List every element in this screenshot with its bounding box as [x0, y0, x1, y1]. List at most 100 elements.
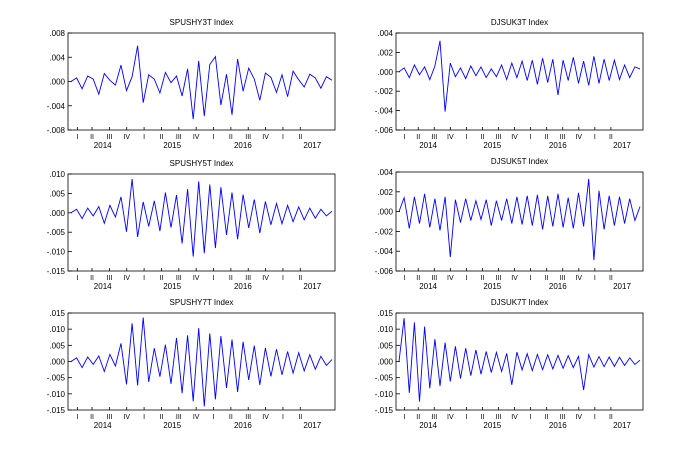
y-tick-label: .010: [49, 325, 65, 334]
y-tick-label: .000: [49, 358, 65, 367]
quarter-label: III: [106, 414, 112, 421]
quarter-label: III: [106, 134, 112, 141]
year-label: 2015: [163, 141, 181, 150]
quarter-label: II: [416, 414, 420, 421]
series-line: [70, 317, 333, 407]
quarter-label: I: [404, 134, 406, 141]
quarter-label: II: [160, 134, 164, 141]
quarter-label: IV: [511, 414, 518, 421]
quarter-label: II: [609, 414, 613, 421]
year-label: 2014: [94, 421, 112, 430]
quarter-label: III: [431, 134, 437, 141]
y-tick-label: .000: [49, 78, 65, 87]
quarter-label: I: [465, 414, 467, 421]
quarter-label: II: [481, 275, 485, 282]
y-tick-label: -.005: [47, 374, 66, 383]
y-tick-label: .005: [377, 341, 393, 350]
quarter-label: I: [143, 275, 145, 282]
quarter-label: I: [594, 134, 596, 141]
quarter-label: III: [245, 134, 251, 141]
quarter-label: I: [213, 414, 215, 421]
y-tick-label: .000: [377, 208, 393, 217]
quarter-label: IV: [511, 134, 518, 141]
quarter-label: II: [481, 134, 485, 141]
y-tick-label: -.010: [47, 248, 66, 257]
series-line: [398, 178, 641, 261]
quarter-label: II: [229, 275, 233, 282]
y-tick-label: -.015: [47, 267, 66, 276]
y-tick-label: .010: [49, 170, 65, 179]
quarter-label: III: [431, 414, 437, 421]
quarter-label: IV: [447, 414, 454, 421]
chart-panel-4: DJSUK5T Index -.006 -.004 -.002 .000 .002 .004…: [375, 157, 644, 291]
quarter-label: III: [560, 275, 566, 282]
quarter-label: I: [465, 134, 467, 141]
year-label: 2017: [613, 282, 631, 291]
chart-panel-5: SPUSHY7T Index -.015 -.010 -.005 .000 .005 .01…: [47, 298, 336, 430]
year-label: 2014: [419, 421, 437, 430]
quarter-label: II: [609, 275, 613, 282]
quarter-label: II: [298, 134, 302, 141]
y-tick-label: -.005: [47, 228, 66, 237]
quarter-label: III: [560, 414, 566, 421]
quarter-label: II: [298, 414, 302, 421]
y-tick-label: -.004: [375, 107, 394, 116]
series-line: [70, 45, 333, 120]
chart-title: DJSUK3T Index: [491, 18, 548, 27]
y-tick-label: .005: [49, 189, 65, 198]
quarter-label: II: [416, 275, 420, 282]
quarter-label: I: [76, 275, 78, 282]
chart-panel-2: DJSUK3T Index -.006 -.004 -.002 .000 .002 .004…: [375, 18, 644, 150]
quarter-label: II: [90, 275, 94, 282]
year-label: 2014: [419, 282, 437, 291]
quarter-label: III: [245, 414, 251, 421]
y-tick-label: .004: [377, 168, 393, 177]
y-tick-label: -.002: [375, 227, 394, 236]
quarter-label: IV: [447, 134, 454, 141]
quarter-label: III: [496, 134, 502, 141]
quarter-label: I: [594, 275, 596, 282]
year-label: 2014: [94, 282, 112, 291]
quarter-label: II: [229, 414, 233, 421]
series-line: [398, 40, 641, 112]
quarter-label: II: [481, 414, 485, 421]
quarter-label: III: [176, 414, 182, 421]
chart-title: DJSUK7T Index: [491, 298, 548, 307]
chart-panel-6: DJSUK7T Index -.015 -.010 -.005 .000 .005 .010…: [375, 298, 644, 430]
quarter-label: I: [465, 275, 467, 282]
year-label: 2017: [303, 421, 321, 430]
chart-title: DJSUK5T Index: [491, 157, 548, 166]
quarter-label: II: [160, 275, 164, 282]
quarter-label: I: [76, 414, 78, 421]
y-tick-label: .000: [377, 358, 393, 367]
quarter-label: I: [282, 275, 284, 282]
quarter-label: I: [213, 275, 215, 282]
quarter-label: II: [90, 414, 94, 421]
quarter-label: I: [76, 134, 78, 141]
plot-frame: [395, 32, 644, 131]
quarter-label: IV: [575, 414, 582, 421]
plot-frame: [395, 171, 644, 272]
quarter-label: IV: [511, 275, 518, 282]
quarter-label: II: [90, 134, 94, 141]
chart-title: SPUSHY3T Index: [170, 18, 234, 27]
quarter-label: IV: [262, 414, 269, 421]
quarter-label: III: [431, 275, 437, 282]
quarter-label: I: [404, 275, 406, 282]
quarter-label: IV: [575, 275, 582, 282]
y-tick-label: -.006: [375, 126, 394, 135]
y-tick-label: -.010: [375, 390, 394, 399]
quarter-label: III: [176, 134, 182, 141]
y-tick-label: -.006: [375, 267, 394, 276]
quarter-label: II: [545, 275, 549, 282]
y-tick-label: -.015: [375, 406, 394, 415]
quarter-label: IV: [575, 134, 582, 141]
quarter-label: III: [245, 275, 251, 282]
quarter-label: IV: [262, 134, 269, 141]
year-label: 2016: [549, 421, 567, 430]
quarter-label: IV: [193, 134, 200, 141]
quarter-label: I: [530, 414, 532, 421]
year-label: 2016: [234, 141, 252, 150]
